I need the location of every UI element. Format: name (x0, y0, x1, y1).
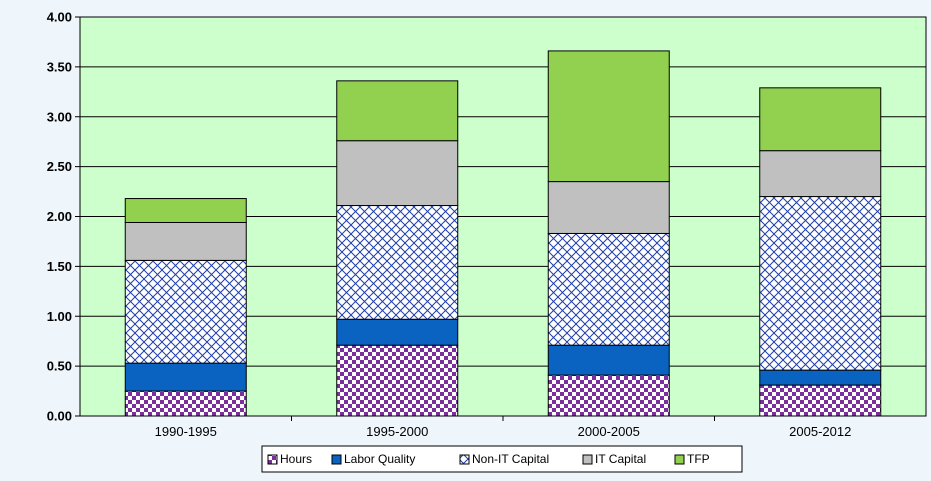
y-tick-label: 1.00 (47, 309, 72, 324)
bar-segment-tfp-1995-2000 (336, 80, 459, 142)
y-tick-label: 1.50 (47, 259, 72, 274)
y-tick-label: 3.00 (47, 109, 72, 124)
legend-label-labor-quality: Labor Quality (344, 452, 415, 466)
y-tick-label: 3.50 (47, 59, 72, 74)
bar-stack-1995-2000 (336, 80, 459, 417)
legend-item-hours: Hours (267, 452, 312, 466)
bar-segment-non-it-capital-2005-2012 (759, 196, 882, 371)
legend-item-labor-quality: Labor Quality (331, 452, 415, 466)
bar-segment-hours-2005-2012 (759, 384, 882, 417)
bar-segment-tfp-2000-2005 (547, 50, 670, 183)
x-tick-label: 2000-2005 (578, 424, 640, 439)
bar-segment-tfp-1990-1995 (124, 198, 247, 223)
legend-item-it-capital: IT Capital (582, 452, 646, 466)
legend-swatch-it-capital (582, 454, 593, 465)
legend: Hours Labor Quality Non-IT Capital IT Capit… (261, 445, 743, 473)
y-tick-label: 2.50 (47, 159, 72, 174)
x-axis: 1990-1995 1995-2000 2000-2005 2005-2012 (80, 415, 926, 439)
bar-segment-tfp-2005-2012 (759, 87, 882, 152)
bar-segment-hours-1990-1995 (124, 390, 247, 417)
bar-stack-1990-1995 (124, 198, 247, 417)
bar-segment-it-capital-2005-2012 (759, 150, 882, 198)
x-tick-label: 2005-2012 (789, 424, 851, 439)
legend-swatch-non-it-capital (459, 454, 470, 465)
y-tick-label: 4.00 (47, 10, 72, 25)
legend-label-non-it-capital: Non-IT Capital (472, 452, 549, 466)
legend-swatch-hours (267, 454, 278, 465)
bar-segment-it-capital-2000-2005 (547, 181, 670, 234)
legend-box (261, 445, 743, 473)
legend-swatch-tfp (674, 454, 685, 465)
bar-segment-labor-quality-1990-1995 (124, 362, 247, 392)
bar-segment-it-capital-1995-2000 (336, 140, 459, 207)
bar-segment-non-it-capital-1990-1995 (124, 259, 247, 364)
bar-stack-2005-2012 (759, 87, 882, 417)
y-tick-label: 0.00 (47, 409, 72, 424)
legend-item-non-it-capital: Non-IT Capital (459, 452, 549, 466)
bar-segment-it-capital-1990-1995 (124, 221, 247, 261)
x-tick-label: 1990-1995 (155, 424, 217, 439)
bar-segment-non-it-capital-2000-2005 (547, 232, 670, 346)
bar-segment-labor-quality-2005-2012 (759, 369, 882, 386)
y-tick-label: 0.50 (47, 359, 72, 374)
legend-label-hours: Hours (280, 452, 312, 466)
bar-segment-labor-quality-1995-2000 (336, 318, 459, 346)
y-axis: 0.00 0.50 1.00 1.50 2.00 2.50 3.00 3.50 4.00 (47, 10, 81, 424)
bar-segment-non-it-capital-1995-2000 (336, 205, 459, 320)
bar-segment-hours-1995-2000 (336, 344, 459, 417)
y-tick-label: 2.00 (47, 209, 72, 224)
bar-segment-labor-quality-2000-2005 (547, 344, 670, 376)
bar-stack-2000-2005 (547, 50, 670, 417)
legend-label-it-capital: IT Capital (595, 452, 646, 466)
legend-label-tfp: TFP (687, 452, 710, 466)
x-tick-label: 1995-2000 (366, 424, 428, 439)
bar-segment-hours-2000-2005 (547, 374, 670, 417)
legend-item-tfp: TFP (674, 452, 710, 466)
bars (124, 50, 882, 417)
legend-swatch-labor-quality (331, 454, 342, 465)
